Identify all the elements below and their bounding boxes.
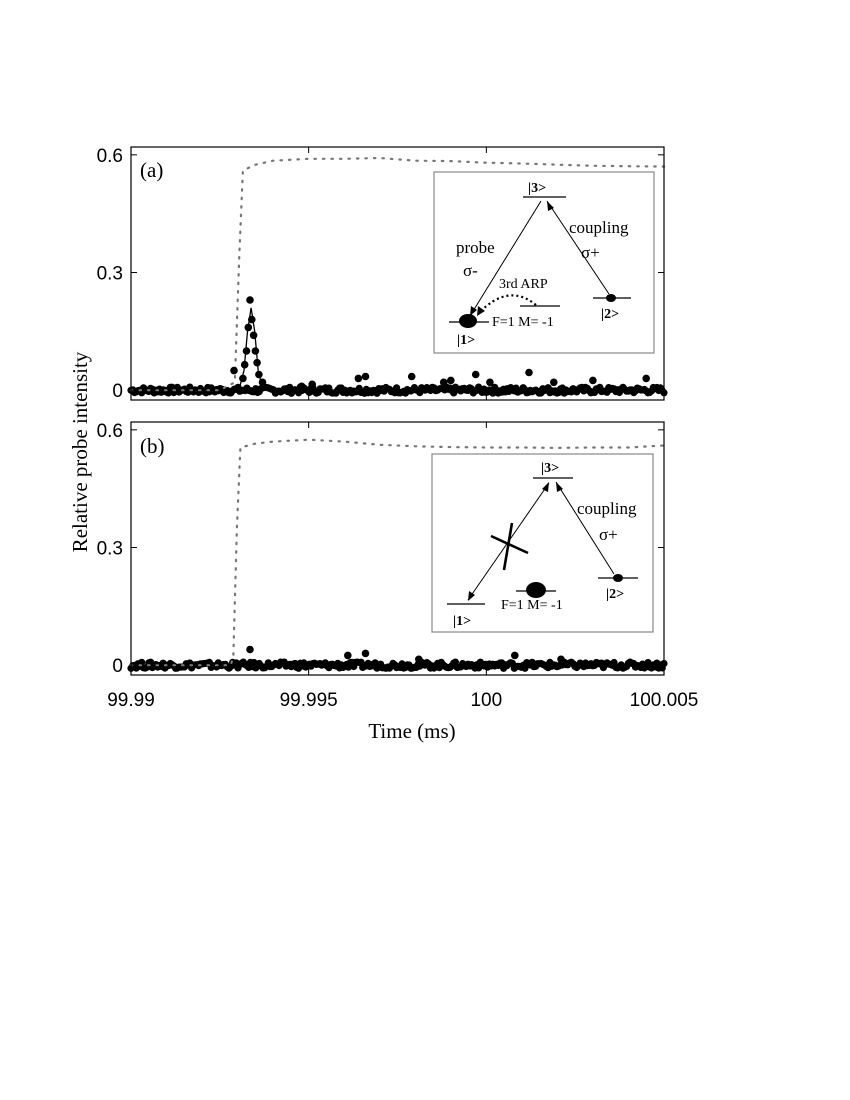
probe-point: [230, 366, 238, 375]
inset-b-coupling-arrowhead: [556, 482, 563, 492]
panel-a-baseline-points: [127, 383, 668, 397]
probe-point: [297, 382, 306, 391]
inset-a-coupling-pol: σ+: [581, 243, 600, 262]
panel-a-y-ticks: 0 0.3 0.6: [97, 146, 665, 402]
y-tick-label: 0.3: [97, 264, 123, 285]
y-tick-label: 0.6: [97, 421, 123, 442]
probe-point: [361, 649, 370, 658]
x-ticks: 99.99 99.995 100 100.005: [107, 422, 698, 711]
inset-a-probe-pol: σ-: [463, 261, 478, 280]
panel-b-inset: |3> |1> |2> F=1 M= -1 coupling σ+: [431, 453, 654, 633]
y-tick-label: 0: [112, 381, 123, 402]
inset-a-level-m-label: F=1 M= -1: [492, 315, 554, 330]
inset-a-level-1-label: |1>: [457, 333, 475, 348]
inset-b-population-2: [613, 574, 623, 582]
probe-point: [550, 378, 558, 387]
probe-point: [439, 378, 448, 387]
panel-b-y-ticks: 0 0.3 0.6: [97, 421, 664, 677]
inset-a-population-1: [459, 314, 477, 328]
panel-a: 0 0.3 0.6 (a) |3> |1> |2> F=1 M= -1 probe …: [97, 146, 668, 402]
probe-point: [344, 651, 352, 660]
inset-b-coupling-arrow: [555, 481, 615, 575]
inset-b-frame: [431, 453, 654, 633]
x-tick-label: 99.99: [107, 690, 155, 711]
panel-a-label: (a): [140, 158, 163, 182]
inset-a-transfer-arrow: [477, 294, 537, 315]
inset-b-level-1-label: |1>: [453, 614, 471, 629]
panel-b-frame: [130, 421, 665, 676]
y-axis-label: Relative probe intensity: [68, 351, 92, 552]
panel-a-coupling-trace: [129, 156, 666, 392]
inset-a-probe-label: probe: [456, 238, 495, 257]
probe-point: [447, 376, 455, 385]
panel-a-frame: [130, 146, 665, 401]
panel-a-probe-fit: [219, 307, 274, 391]
inset-a-transfer-arrowhead: [477, 306, 485, 316]
probe-point: [642, 374, 650, 383]
inset-b-level-m-label: F=1 M= -1: [501, 598, 563, 613]
inset-a-population-2: [606, 294, 616, 302]
inset-b-level-2-label: |2>: [606, 587, 624, 602]
probe-point: [246, 645, 254, 654]
probe-point: [308, 380, 317, 389]
inset-b-blocked-mark-2: [502, 522, 514, 571]
inset-b-coupling-pol: σ+: [599, 525, 618, 544]
probe-point: [486, 378, 494, 387]
panel-a-inset: |3> |1> |2> F=1 M= -1 probe σ- coupling …: [433, 171, 655, 354]
probe-point: [415, 655, 423, 664]
probe-point: [525, 368, 533, 377]
inset-b-level-3-label: |3>: [541, 461, 559, 476]
probe-point: [471, 370, 480, 379]
inset-a-probe-arrow: [469, 200, 542, 317]
inset-a-coupling-arrow: [546, 200, 610, 295]
y-tick-label: 0.6: [97, 146, 123, 167]
inset-b-probe-arrowhead-top: [542, 482, 549, 492]
x-tick-label: 100.005: [630, 690, 699, 711]
probe-point: [354, 374, 363, 383]
probe-point: [249, 331, 258, 340]
inset-a-probe-arrowhead: [470, 306, 477, 316]
x-tick-label: 99.995: [280, 690, 338, 711]
y-tick-label: 0: [112, 656, 123, 677]
probe-point: [242, 347, 251, 355]
probe-point: [407, 372, 416, 381]
panel-a-marks: [127, 156, 668, 397]
inset-a-transfer-label: 3rd ARP: [499, 277, 548, 292]
inset-b-coupling-label: coupling: [577, 499, 637, 518]
inset-b-probe-arrowhead-bottom: [468, 591, 475, 601]
inset-a-level-3-label: |3>: [528, 181, 546, 196]
inset-a-coupling-arrowhead: [547, 201, 554, 211]
probe-point: [511, 651, 519, 660]
inset-a-coupling-label: coupling: [569, 218, 629, 237]
probe-point: [246, 296, 254, 304]
x-tick-label: 100: [470, 690, 502, 711]
y-tick-label: 0.3: [97, 539, 123, 560]
panel-b-label: (b): [140, 434, 165, 458]
probe-point: [589, 376, 597, 385]
x-axis-label: Time (ms): [368, 719, 455, 743]
inset-a-level-2-label: |2>: [601, 307, 619, 322]
probe-point: [557, 655, 565, 664]
panel-b: 0 0.3 0.6 99.99 99.995 100 100.005 (b) |3> |1…: [97, 421, 699, 711]
probe-point: [251, 347, 260, 355]
probe-point: [361, 372, 370, 381]
inset-b-population-m: [526, 582, 546, 598]
